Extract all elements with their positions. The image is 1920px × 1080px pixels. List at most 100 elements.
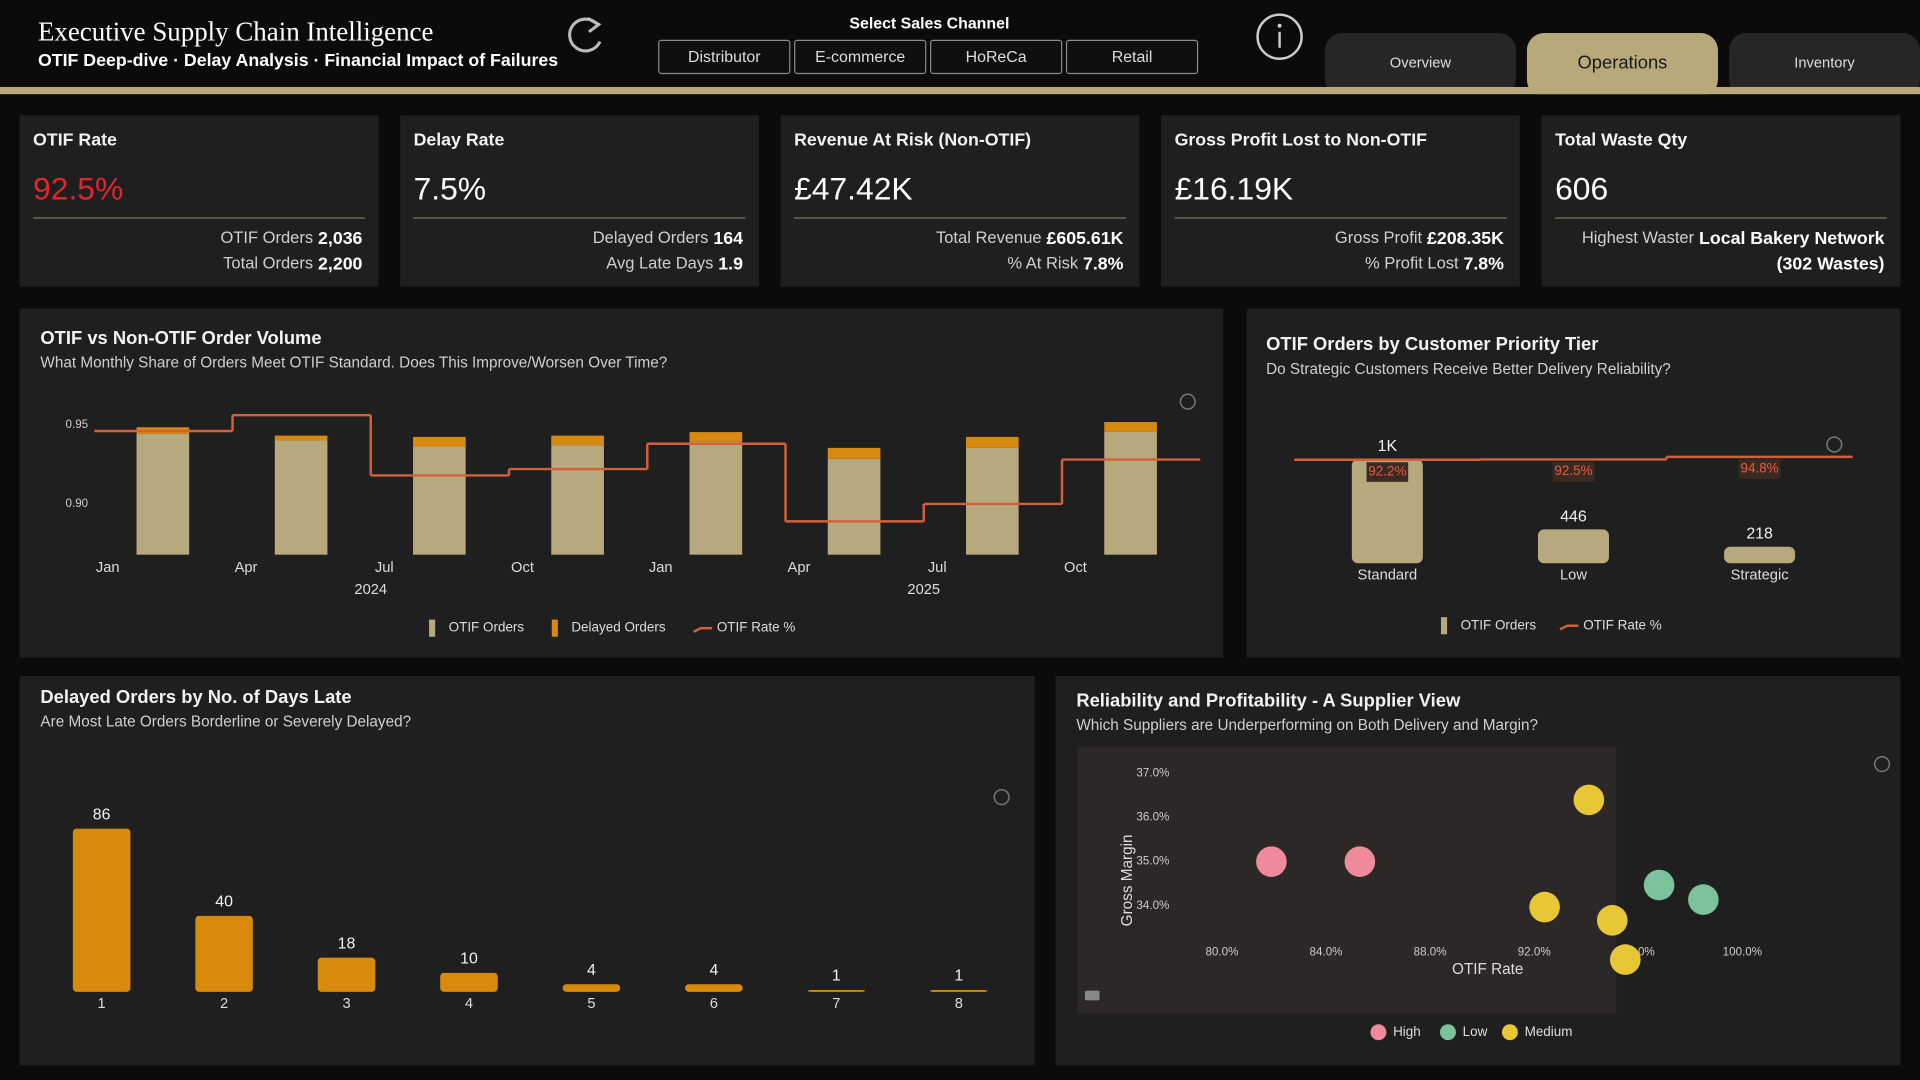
legend-label: Delayed Orders xyxy=(571,620,665,635)
x-tick-label: Oct xyxy=(511,560,534,576)
scatter-point xyxy=(1256,846,1287,877)
scatter-point xyxy=(1344,846,1376,877)
dashboard-subtitle: OTIF Deep-dive · Delay Analysis · Financ… xyxy=(38,50,558,70)
x-tick-label: 7 xyxy=(832,996,840,1012)
x-tick-label: 84.0% xyxy=(1310,946,1343,959)
tab-label[interactable]: Overview xyxy=(1390,56,1452,72)
channel-button-label[interactable]: E-commerce xyxy=(815,49,905,66)
tab[interactable] xyxy=(1324,33,1516,97)
kpi-label: Total Waste Qty xyxy=(1555,130,1687,150)
kpi-detail: Total Revenue £605.61K xyxy=(936,227,1124,247)
legend-label: OTIF Rate % xyxy=(717,620,796,635)
legend-label: OTIF Orders xyxy=(449,620,525,635)
kpi-detail: Total Orders 2,200 xyxy=(223,253,362,273)
help-icon[interactable] xyxy=(1873,756,1891,773)
kpi-value: 606 xyxy=(1555,170,1608,206)
bar xyxy=(317,957,376,992)
bar xyxy=(685,984,743,992)
kpi-label: Delay Rate xyxy=(414,130,505,150)
data-label: 92.5% xyxy=(1554,463,1592,478)
legend-swatch xyxy=(1559,624,1579,631)
channel-button[interactable] xyxy=(930,39,1063,75)
kpi-detail-value: £605.61K xyxy=(1046,227,1123,247)
kpi-detail-value: Local Bakery Network xyxy=(1699,227,1885,247)
kpi-detail: Gross Profit £208.35K xyxy=(1335,227,1504,247)
bar xyxy=(136,433,190,555)
data-label-box xyxy=(1552,461,1595,482)
x-tick-label: Jul xyxy=(928,560,947,576)
channel-button-label[interactable]: Retail xyxy=(1112,49,1153,66)
kpi-label: Revenue At Risk (Non-OTIF) xyxy=(794,130,1031,150)
kpi-detail: % At Risk 7.8% xyxy=(1007,253,1123,273)
data-label: 1K xyxy=(1378,438,1398,455)
kpi-detail-label: % Profit Lost xyxy=(1365,254,1459,273)
legend-swatch xyxy=(1501,1024,1518,1041)
kpi-detail-label: Avg Late Days xyxy=(606,254,713,273)
data-label: 94.8% xyxy=(1741,461,1779,476)
x-tick-label: 80.0% xyxy=(1205,946,1238,959)
tab-label[interactable]: Operations xyxy=(1578,52,1668,73)
channel-button[interactable] xyxy=(1065,39,1199,75)
bar xyxy=(562,984,621,992)
y-tick-label: 0.95 xyxy=(66,418,89,431)
kpi-detail-label: Delayed Orders xyxy=(593,228,709,247)
y-axis-title: Gross Margin xyxy=(1119,835,1136,927)
chart-subtitle: Which Suppliers are Underperforming on B… xyxy=(1076,717,1538,734)
help-icon[interactable] xyxy=(1179,393,1196,410)
legend-swatch xyxy=(551,619,558,637)
data-label: 10 xyxy=(460,951,478,968)
bar xyxy=(689,441,743,555)
x-tick-label: 3 xyxy=(342,996,350,1012)
x-tick-label: 1 xyxy=(98,996,106,1012)
channel-button[interactable] xyxy=(794,39,927,75)
chart-title: OTIF Orders by Customer Priority Tier xyxy=(1266,333,1598,354)
kpi-detail: Highest Waster Local Bakery Network xyxy=(1582,227,1885,247)
tab[interactable] xyxy=(1728,33,1920,97)
kpi-detail: (302 Wastes) xyxy=(1777,253,1885,273)
kpi-detail-value: 2,200 xyxy=(318,253,363,273)
data-label: 86 xyxy=(93,806,111,823)
data-label: 218 xyxy=(1746,526,1773,543)
legend-swatch xyxy=(1370,1024,1387,1041)
bar xyxy=(440,972,498,992)
chart-subtitle: What Monthly Share of Orders Meet OTIF S… xyxy=(40,355,667,372)
info-icon[interactable] xyxy=(1256,13,1303,60)
data-label-box xyxy=(1738,459,1781,479)
kpi-detail-value: (302 Wastes) xyxy=(1777,253,1885,273)
bar xyxy=(1104,422,1157,432)
tab-label[interactable]: Inventory xyxy=(1794,56,1855,72)
kpi-card xyxy=(400,115,759,287)
legend-label: Low xyxy=(1463,1024,1488,1039)
x-tick-label: Apr xyxy=(235,560,258,576)
data-label: 40 xyxy=(215,894,233,911)
x-tick-label: Jul xyxy=(375,560,394,576)
channel-button[interactable] xyxy=(658,39,791,75)
y-tick-label: 37.0% xyxy=(1136,766,1169,779)
kpi-detail-value: 7.8% xyxy=(1083,253,1124,273)
scatter-point xyxy=(1688,884,1719,915)
kpi-detail-label: Total Revenue xyxy=(936,228,1042,247)
tab-active[interactable] xyxy=(1526,33,1718,97)
channel-button-label[interactable]: HoReCa xyxy=(966,49,1027,66)
bar xyxy=(1724,546,1796,564)
bar xyxy=(413,436,466,447)
channel-button-label[interactable]: Distributor xyxy=(688,49,761,66)
kpi-detail-label: Highest Waster xyxy=(1582,228,1695,247)
kpi-detail: Delayed Orders 164 xyxy=(593,227,743,247)
data-label: 1 xyxy=(832,968,841,985)
help-icon[interactable] xyxy=(993,789,1010,806)
chart-title: Delayed Orders by No. of Days Late xyxy=(40,686,351,707)
kpi-card xyxy=(780,115,1140,287)
header-rule xyxy=(0,86,1920,95)
bar xyxy=(1351,459,1423,564)
kpi-detail: OTIF Orders 2,036 xyxy=(220,227,362,247)
x-tick-label: Jan xyxy=(649,560,673,576)
bar xyxy=(1104,431,1157,555)
help-icon[interactable] xyxy=(1826,436,1843,453)
legend-swatch xyxy=(1440,617,1448,635)
x-tick-label: 2 xyxy=(220,996,228,1012)
x-tick-label: Low xyxy=(1560,567,1587,583)
kpi-label: Gross Profit Lost to Non-OTIF xyxy=(1175,130,1428,150)
